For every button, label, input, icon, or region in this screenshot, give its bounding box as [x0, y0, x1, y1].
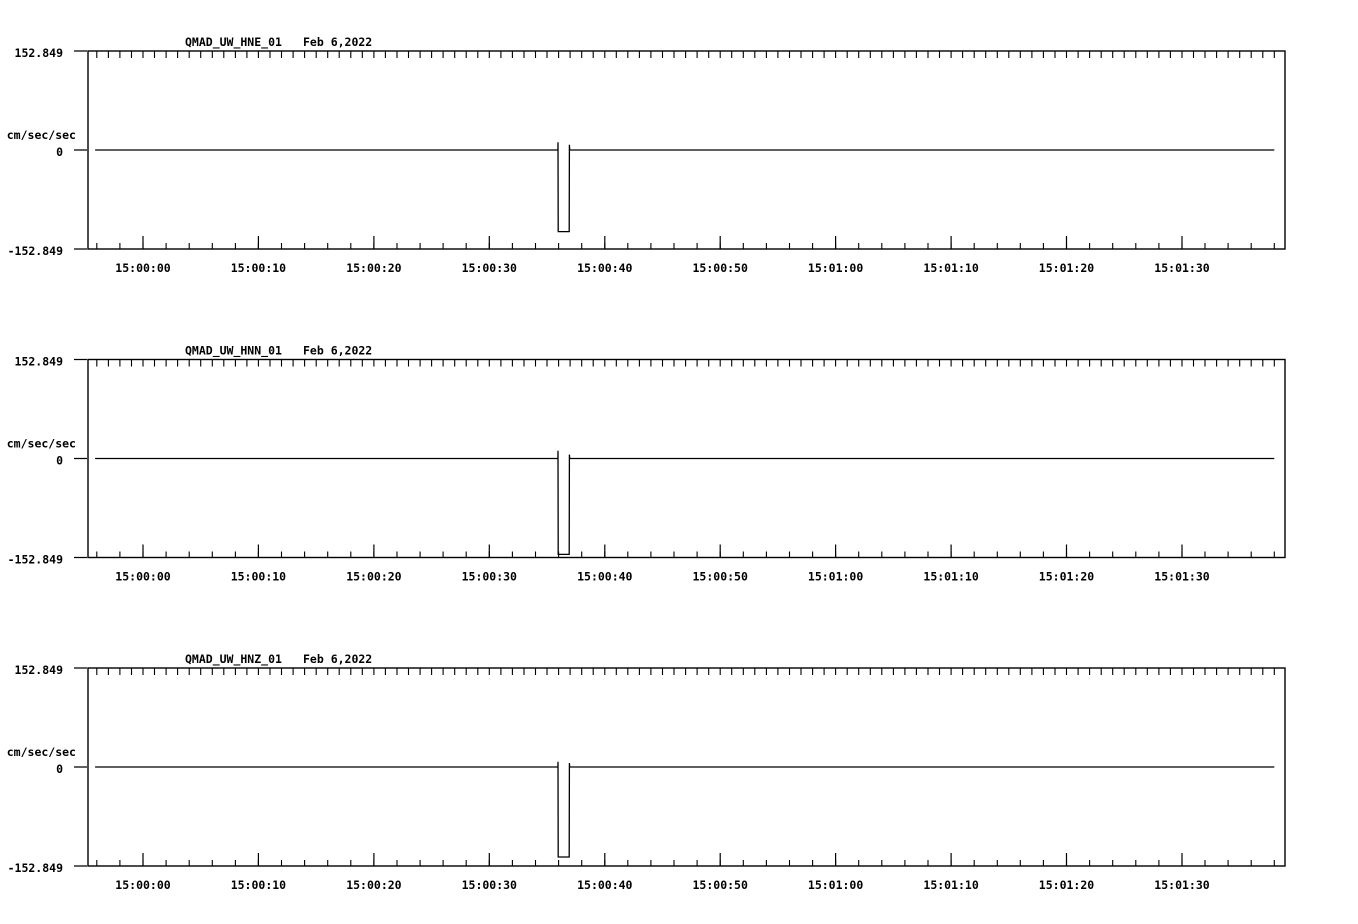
x-tick-label: 15:00:10: [231, 878, 286, 892]
y-tick-label: 0: [56, 762, 63, 776]
x-tick-label: 15:01:00: [808, 878, 863, 892]
x-tick-label: 15:01:10: [923, 878, 978, 892]
bottom-major-ticks: [142, 544, 1183, 558]
bottom-minor-ticks: [96, 243, 1275, 249]
bottom-major-ticks: [142, 236, 1183, 249]
y-tick-label: 152.849: [15, 663, 64, 677]
x-tick-label: 15:00:30: [462, 570, 517, 584]
y-tick-label: -152.849: [8, 861, 63, 875]
x-tick-label: 15:00:40: [577, 878, 632, 892]
y-tick-label: -152.849: [8, 244, 63, 258]
x-tick-label: 15:01:00: [808, 261, 863, 275]
seismogram-panel-QMAD_UW_HNE_01: QMAD_UW_HNE_01 Feb 6,2022 cm/sec/sec 152.84…: [7, 35, 1286, 275]
x-tick-label: 15:01:20: [1039, 570, 1094, 584]
y-tick-label: -152.849: [8, 553, 63, 567]
x-tick-label: 15:00:50: [693, 261, 748, 275]
waveform-trace: [95, 450, 1275, 556]
y-axis-unit-label: cm/sec/sec: [7, 437, 76, 451]
x-tick-label: 15:00:00: [115, 261, 170, 275]
x-tick-label: 15:00:10: [231, 570, 286, 584]
panel-title-station: QMAD_UW_HNE_01: [185, 35, 282, 50]
x-tick-label: 15:00:00: [115, 878, 170, 892]
x-tick-label: 15:00:50: [693, 570, 748, 584]
top-second-ticks: [96, 668, 1275, 675]
x-tick-label: 15:00:50: [693, 878, 748, 892]
panel-title-station: QMAD_UW_HNN_01: [185, 344, 282, 359]
x-tick-label: 15:00:30: [462, 878, 517, 892]
bottom-major-ticks: [142, 853, 1183, 866]
amplitude-level-ticks: [74, 667, 87, 867]
x-tick-label: 15:01:20: [1039, 878, 1094, 892]
y-tick-label: 152.849: [15, 46, 64, 60]
panel-title-date: Feb 6,2022: [303, 652, 372, 666]
x-tick-label: 15:00:10: [231, 261, 286, 275]
y-tick-label: 152.849: [15, 355, 64, 369]
axis-frame: [87, 358, 1286, 559]
x-tick-label: 15:00:20: [346, 878, 401, 892]
x-tick-label: 15:01:10: [923, 261, 978, 275]
amplitude-level-ticks: [74, 50, 87, 250]
top-second-ticks: [96, 51, 1275, 58]
x-tick-label: 15:00:00: [115, 570, 170, 584]
waveform-trace: [95, 142, 1275, 233]
amplitude-level-ticks: [74, 358, 87, 559]
top-second-ticks: [96, 359, 1275, 367]
waveform-trace: [95, 761, 1275, 858]
y-tick-label: 0: [56, 454, 63, 468]
panel-title-date: Feb 6,2022: [303, 35, 372, 49]
x-tick-label: 15:00:30: [462, 261, 517, 275]
seismogram-panel-QMAD_UW_HNZ_01: QMAD_UW_HNZ_01 Feb 6,2022 cm/sec/sec 152.84…: [7, 652, 1286, 892]
x-tick-label: 15:01:20: [1039, 261, 1094, 275]
x-tick-label: 15:01:30: [1154, 261, 1209, 275]
x-tick-label: 15:01:10: [923, 570, 978, 584]
panel-title-date: Feb 6,2022: [303, 344, 372, 358]
x-tick-label: 15:00:20: [346, 261, 401, 275]
bottom-minor-ticks: [96, 860, 1275, 866]
x-tick-label: 15:00:40: [577, 261, 632, 275]
panel-title-station: QMAD_UW_HNZ_01: [185, 652, 282, 667]
axis-frame: [87, 50, 1286, 250]
y-axis-unit-label: cm/sec/sec: [7, 128, 76, 142]
x-tick-label: 15:00:40: [577, 570, 632, 584]
y-tick-label: 0: [56, 145, 63, 159]
axis-frame: [87, 667, 1286, 867]
x-tick-label: 15:00:20: [346, 570, 401, 584]
seismogram-panel-QMAD_UW_HNN_01: QMAD_UW_HNN_01 Feb 6,2022 cm/sec/sec 152.84…: [7, 344, 1286, 584]
y-axis-unit-label: cm/sec/sec: [7, 745, 76, 759]
x-tick-label: 15:01:30: [1154, 878, 1209, 892]
x-tick-label: 15:01:00: [808, 570, 863, 584]
bottom-minor-ticks: [96, 551, 1275, 558]
x-tick-label: 15:01:30: [1154, 570, 1209, 584]
